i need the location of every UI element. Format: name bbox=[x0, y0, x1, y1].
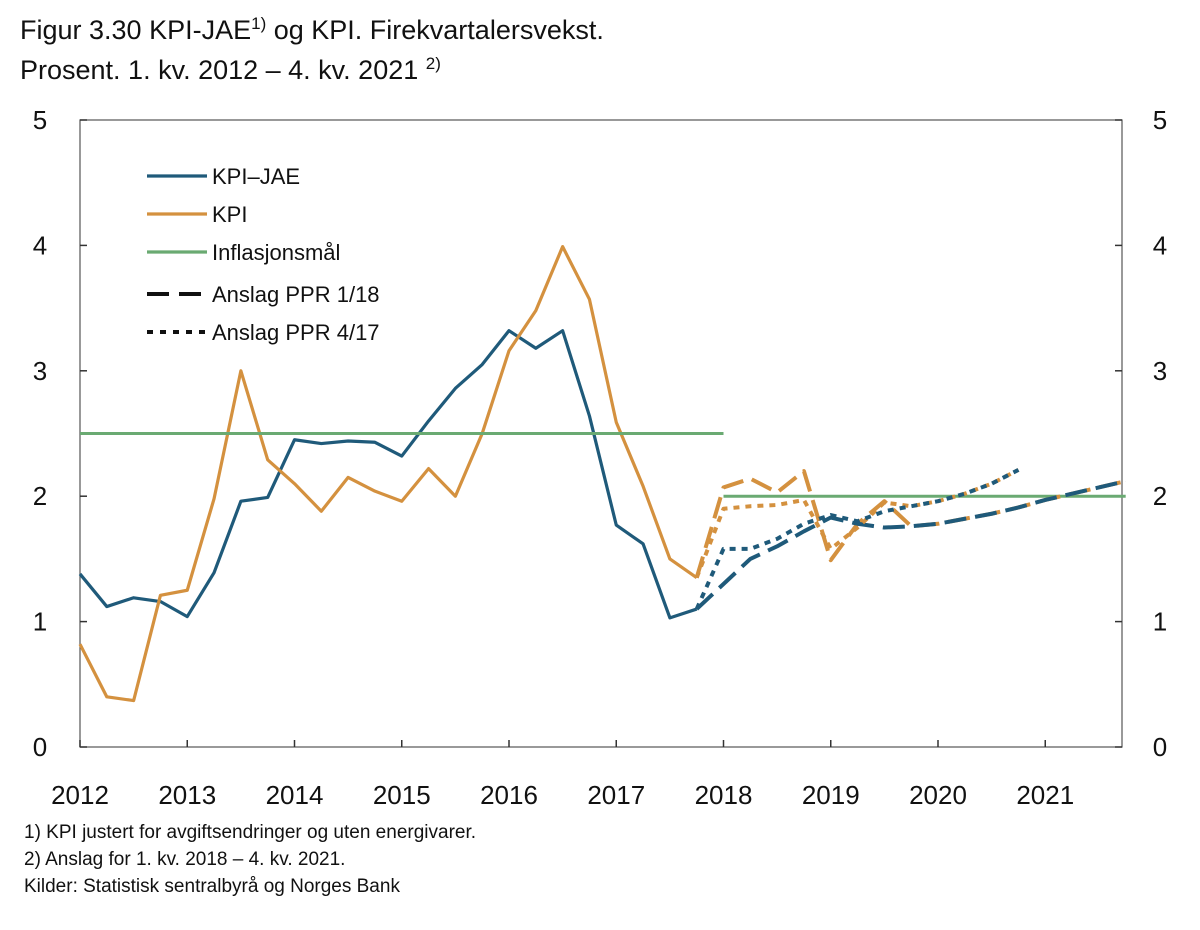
x-tick-label: 2017 bbox=[587, 780, 645, 810]
x-tick-label: 2019 bbox=[802, 780, 860, 810]
series-line-kpi-solid bbox=[78, 245, 698, 703]
y-tick-label-left: 1 bbox=[33, 607, 47, 637]
legend-label: KPI–JAE bbox=[212, 164, 300, 189]
series-line-kpi_jae-dotted bbox=[694, 468, 1020, 610]
legend-label: Anslag PPR 1/18 bbox=[212, 282, 380, 307]
x-tick-label: 2012 bbox=[51, 780, 109, 810]
subtitle-text: Prosent. 1. kv. 2012 – 4. kv. 2021 bbox=[20, 55, 419, 85]
legend-label: Inflasjonsmål bbox=[212, 240, 340, 265]
legend-label: Anslag PPR 4/17 bbox=[212, 320, 380, 345]
title-text: Figur 3.30 KPI-JAE bbox=[20, 15, 252, 45]
chart-title-line1: Figur 3.30 KPI-JAE1) og KPI. Firekvartal… bbox=[20, 14, 604, 46]
y-tick-label-left: 5 bbox=[33, 105, 47, 135]
series-line-kpi_jae-dashed bbox=[695, 479, 1127, 611]
x-tick-label: 2015 bbox=[373, 780, 431, 810]
x-tick-label: 2021 bbox=[1016, 780, 1074, 810]
y-tick-label-right: 3 bbox=[1153, 356, 1167, 386]
y-tick-label-left: 2 bbox=[33, 481, 47, 511]
x-tick-label: 2018 bbox=[695, 780, 753, 810]
series-line-kpi-dashed bbox=[694, 469, 1127, 579]
y-tick-label-right: 1 bbox=[1153, 607, 1167, 637]
y-tick-label-left: 3 bbox=[33, 356, 47, 386]
chart-title-line2: Prosent. 1. kv. 2012 – 4. kv. 2021 2) bbox=[20, 54, 441, 86]
subtitle-sup: 2) bbox=[425, 54, 441, 73]
legend-label: KPI bbox=[212, 202, 247, 227]
x-tick-label: 2020 bbox=[909, 780, 967, 810]
y-tick-label-left: 4 bbox=[33, 230, 47, 260]
y-tick-label-right: 5 bbox=[1153, 105, 1167, 135]
footnote-source: Kilder: Statistisk sentralbyrå og Norges… bbox=[24, 876, 400, 897]
title-sup: 1) bbox=[251, 14, 267, 33]
title-text-b: og KPI. Firekvartalersvekst. bbox=[266, 15, 604, 45]
x-tick-label: 2014 bbox=[266, 780, 324, 810]
y-tick-label-right: 2 bbox=[1153, 481, 1167, 511]
y-tick-label-right: 4 bbox=[1153, 230, 1167, 260]
footnote-1: 1) KPI justert for avgiftsendringer og u… bbox=[24, 822, 477, 843]
footnote-2: 2) Anslag for 1. kv. 2018 – 4. kv. 2021. bbox=[24, 849, 346, 870]
y-tick-label-left: 0 bbox=[33, 732, 47, 762]
x-tick-label: 2016 bbox=[480, 780, 538, 810]
x-tick-label: 2013 bbox=[158, 780, 216, 810]
y-tick-label-right: 0 bbox=[1153, 732, 1167, 762]
